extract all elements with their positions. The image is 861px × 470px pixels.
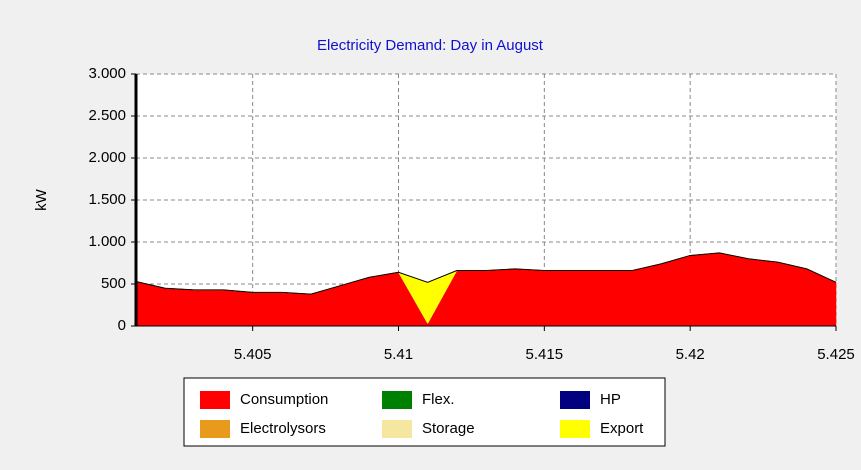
x-tick-label: 5.42 <box>676 346 705 363</box>
x-tick-label: 5.405 <box>234 346 272 363</box>
legend-label: Consumption <box>240 391 328 408</box>
legend-swatch <box>200 420 230 438</box>
chart-title: Electricity Demand: Day in August <box>317 37 544 54</box>
legend-swatch <box>382 420 412 438</box>
y-tick-label: 1.500 <box>88 191 126 208</box>
legend-swatch <box>382 391 412 409</box>
x-tick-label: 5.415 <box>526 346 564 363</box>
legend-label: HP <box>600 391 621 408</box>
y-tick-label: 3.000 <box>88 65 126 82</box>
x-tick-label: 5.425 <box>817 346 855 363</box>
y-tick-label: 2.500 <box>88 107 126 124</box>
y-tick-label: 2.000 <box>88 149 126 166</box>
legend-label: Export <box>600 420 644 437</box>
y-tick-label: 1.000 <box>88 233 126 250</box>
legend-swatch <box>560 420 590 438</box>
legend-label: Flex. <box>422 391 455 408</box>
y-tick-label: 0 <box>118 317 126 334</box>
legend-label: Electrolysors <box>240 420 326 437</box>
y-tick-label: 500 <box>101 275 126 292</box>
area-outline <box>135 252 837 295</box>
x-tick-label: 5.41 <box>384 346 413 363</box>
legend-label: Storage <box>422 420 475 437</box>
legend-swatch <box>560 391 590 409</box>
y-axis-label: kW <box>33 188 50 211</box>
legend-swatch <box>200 391 230 409</box>
